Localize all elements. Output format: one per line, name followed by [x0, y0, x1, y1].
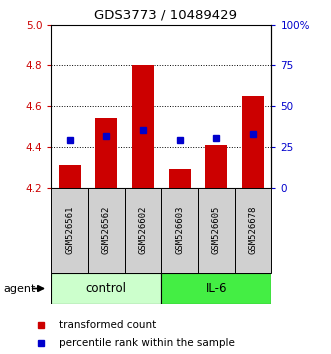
Bar [88, 188, 125, 273]
Text: IL-6: IL-6 [206, 282, 227, 295]
Bar [59, 165, 81, 188]
Text: GSM526602: GSM526602 [138, 206, 148, 254]
Text: GSM526605: GSM526605 [212, 206, 221, 254]
Text: GDS3773 / 10489429: GDS3773 / 10489429 [94, 9, 237, 22]
Bar [198, 188, 235, 273]
Text: GSM526562: GSM526562 [102, 206, 111, 254]
Bar [205, 145, 227, 188]
Bar [242, 96, 264, 188]
Text: control: control [86, 282, 127, 295]
Bar [51, 188, 88, 273]
Text: transformed count: transformed count [59, 320, 156, 330]
Bar [51, 273, 161, 304]
Bar [95, 118, 117, 188]
Bar [125, 188, 161, 273]
Bar [161, 273, 271, 304]
Bar [169, 169, 191, 188]
Text: GSM526678: GSM526678 [249, 206, 258, 254]
Text: GSM526603: GSM526603 [175, 206, 184, 254]
Text: agent: agent [3, 284, 36, 293]
Bar [235, 188, 271, 273]
Text: percentile rank within the sample: percentile rank within the sample [59, 338, 234, 348]
Bar [132, 65, 154, 188]
Text: GSM526561: GSM526561 [65, 206, 74, 254]
Bar [161, 188, 198, 273]
